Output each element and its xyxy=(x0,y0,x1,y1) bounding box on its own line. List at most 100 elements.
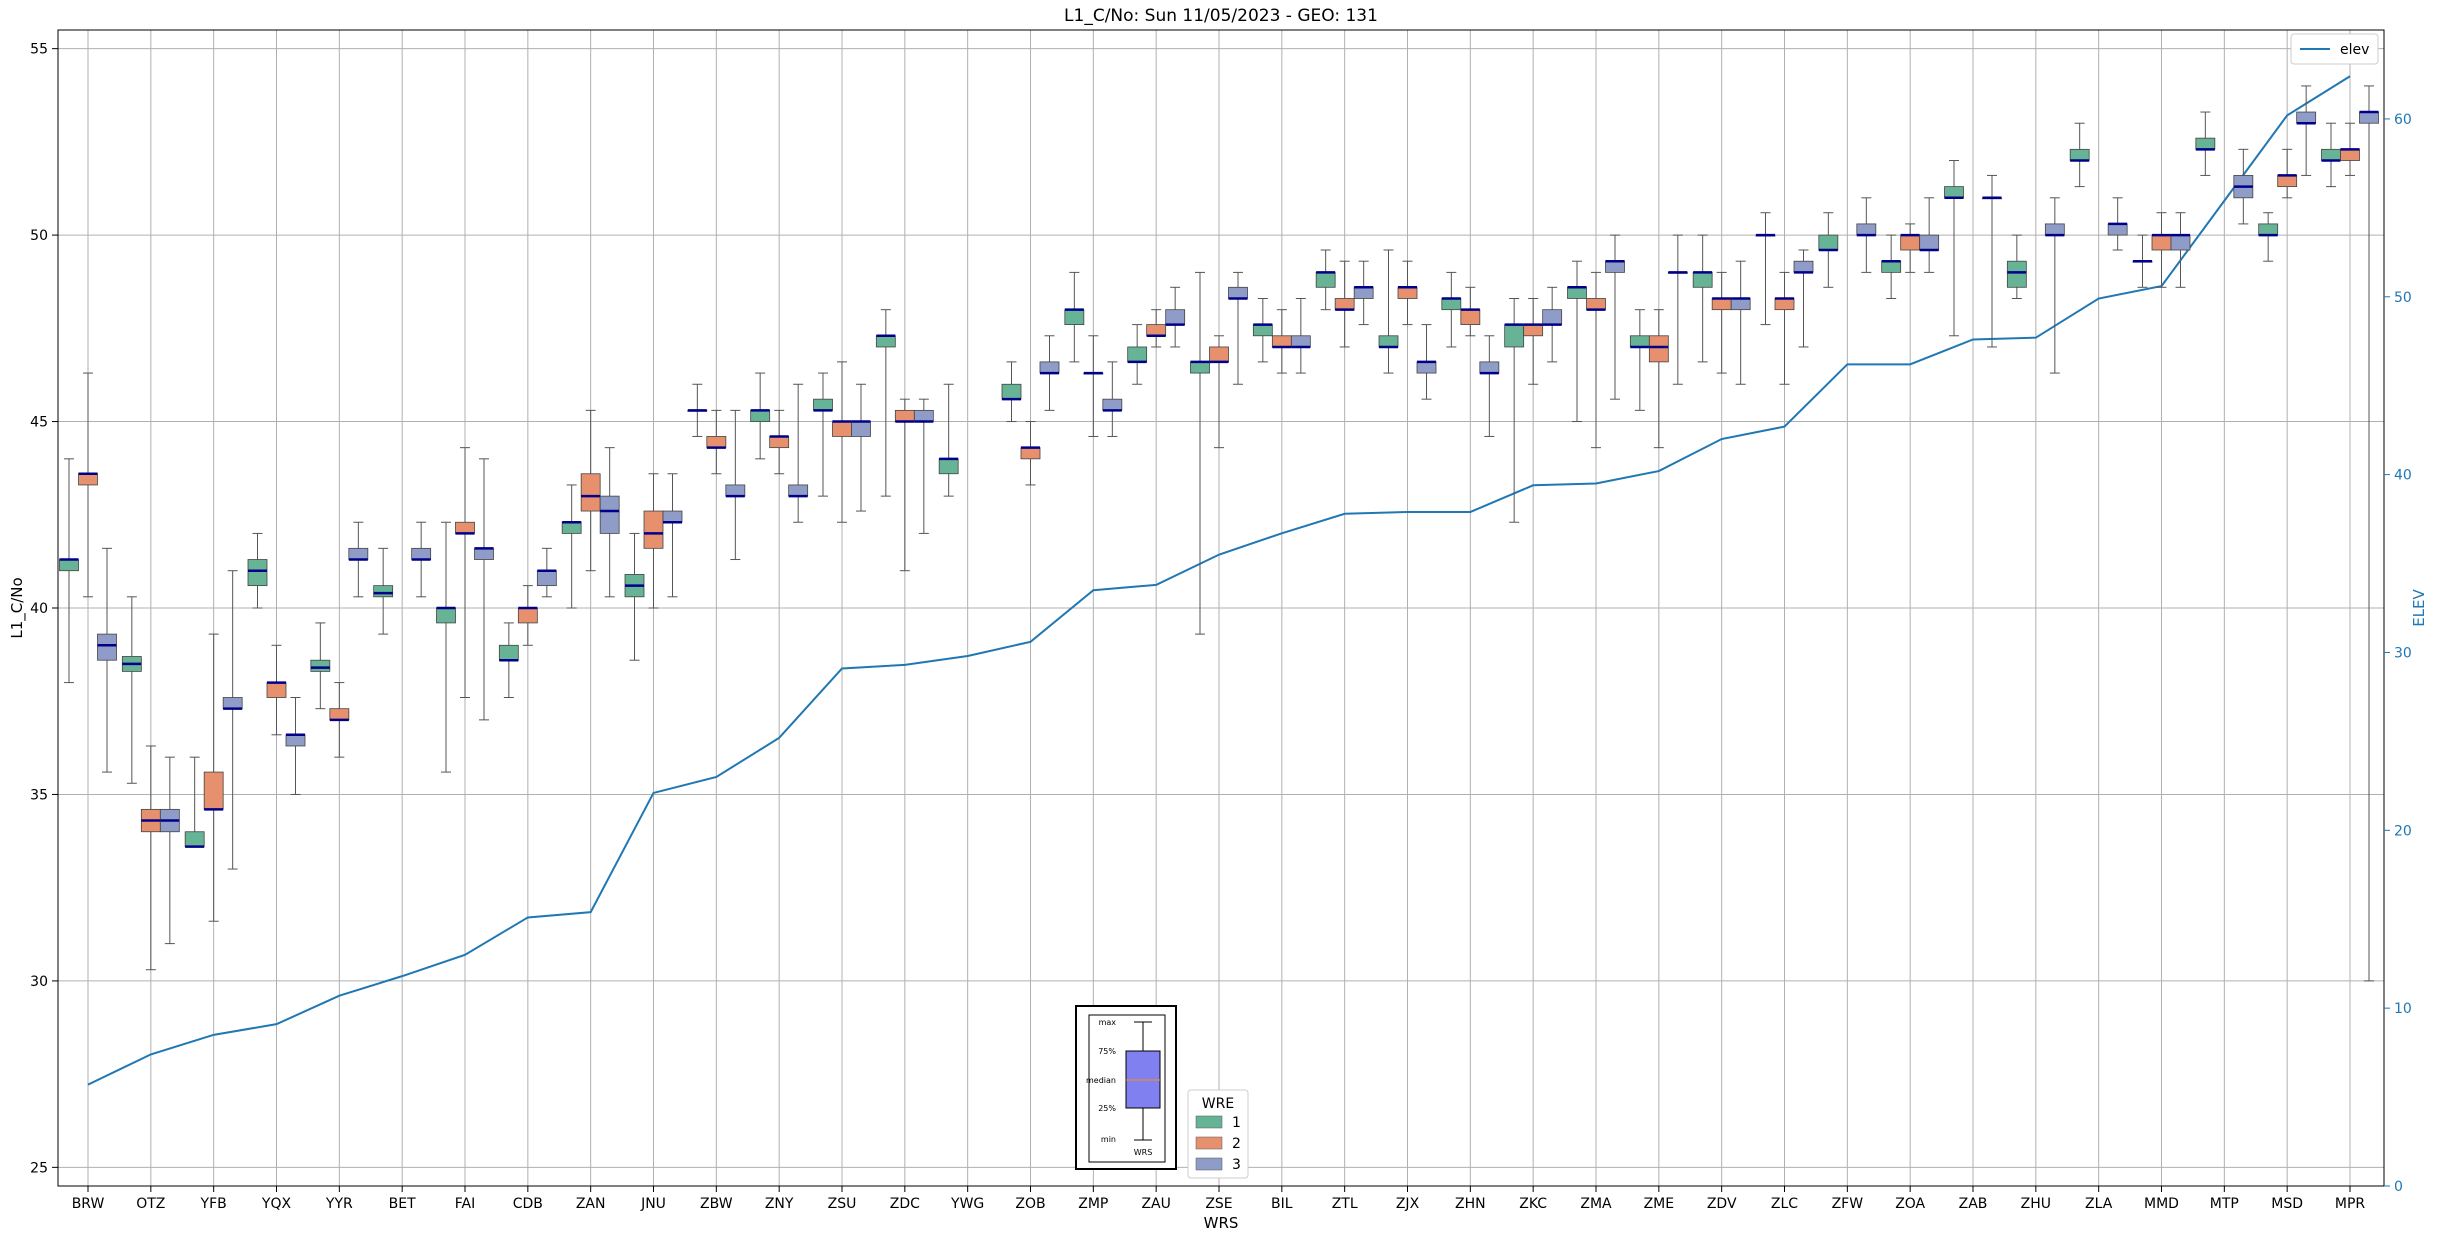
wre-legend: WRE 1 2 3 xyxy=(1187,1089,1249,1179)
x-tick-label: YFB xyxy=(200,1196,227,1212)
box-jnu-wre2 xyxy=(643,473,664,609)
y-right-tick-label: 50 xyxy=(2394,290,2412,306)
box-iqr xyxy=(599,495,620,534)
box-iqr xyxy=(1542,309,1563,325)
box-iqr xyxy=(769,436,790,449)
box-iqr xyxy=(1315,271,1336,288)
box-iqr xyxy=(1711,298,1732,311)
box-iqr xyxy=(2321,148,2341,161)
inset-label-median: median xyxy=(1086,1076,1116,1085)
elev-legend-label: elev xyxy=(2340,42,2369,58)
box-iqr xyxy=(1586,298,1606,311)
x-tick-label: ZOA xyxy=(1895,1196,1925,1212)
box-iqr xyxy=(1692,271,1713,288)
box-bet-wre1 xyxy=(373,547,394,635)
box-zme-wre3 xyxy=(1667,234,1688,385)
box-iqr xyxy=(750,409,771,422)
box-zau-wre2 xyxy=(1146,309,1167,348)
box-zlc-wre1 xyxy=(1755,212,1776,326)
box-iqr xyxy=(1001,383,1022,400)
x-tick-label: ZME xyxy=(1644,1196,1675,1212)
box-yfb-wre1 xyxy=(184,756,205,848)
x-tick-label: ZDC xyxy=(890,1196,920,1212)
box-iqr xyxy=(938,458,959,475)
box-iqr xyxy=(913,409,934,422)
box-zny-wre1 xyxy=(750,372,771,460)
y-axis-right-label: ELEV xyxy=(2410,588,2428,626)
box-zmp-wre3 xyxy=(1102,361,1123,437)
box-iqr xyxy=(813,398,833,411)
box-yfb-wre3 xyxy=(222,570,243,870)
box-iqr xyxy=(2044,223,2065,236)
box-ztl-wre1 xyxy=(1315,249,1336,311)
box-iqr xyxy=(1416,361,1437,374)
box-zoa-wre2 xyxy=(1900,223,1921,273)
box-mpr-wre2 xyxy=(2340,122,2360,176)
box-iqr xyxy=(1881,260,1902,273)
box-iqr xyxy=(1919,234,1940,251)
box-zma-wre2 xyxy=(1586,271,1606,449)
box-iqr xyxy=(2006,260,2027,288)
box-iqr xyxy=(1020,447,1041,460)
x-tick-label: ZMA xyxy=(1580,1196,1612,1212)
x-tick-label: YYR xyxy=(325,1196,353,1212)
box-iqr xyxy=(1209,346,1229,363)
x-axis-label: WRS xyxy=(1204,1214,1239,1232)
box-iqr xyxy=(222,697,243,710)
x-tick-label: CDB xyxy=(513,1196,543,1212)
x-tick-label: ZAU xyxy=(1141,1196,1170,1212)
box-iqr xyxy=(832,421,852,437)
wre-legend-swatch-2 xyxy=(1195,1136,1223,1150)
box-iqr xyxy=(1900,234,1921,251)
box-zlc-wre3 xyxy=(1793,249,1814,348)
box-iqr xyxy=(561,521,582,534)
box-yqx-wre2 xyxy=(266,644,287,736)
box-zoa-wre3 xyxy=(1919,197,1940,273)
x-tick-label: MTP xyxy=(2210,1196,2239,1212)
box-brw-wre3 xyxy=(97,547,117,773)
box-iqr xyxy=(2359,111,2379,124)
box-iqr xyxy=(97,633,117,661)
box-zoa-wre1 xyxy=(1881,234,1902,299)
box-zhn-wre1 xyxy=(1441,271,1462,348)
box-zob-wre1 xyxy=(1001,361,1022,423)
box-zdv-wre1 xyxy=(1692,234,1713,363)
grid-layer xyxy=(58,30,2384,1186)
box-zla-wre1 xyxy=(2069,122,2090,188)
box-iqr xyxy=(2069,148,2090,161)
box-zbw-wre1 xyxy=(687,383,708,437)
box-iqr xyxy=(1165,309,1186,325)
x-tick-label: ZOB xyxy=(1015,1196,1045,1212)
box-iqr xyxy=(2107,223,2128,236)
box-zjx-wre2 xyxy=(1397,260,1418,326)
y-tick-label: 30 xyxy=(30,974,48,990)
wre-legend-label-3: 3 xyxy=(1232,1157,1241,1173)
wre-legend-label-1: 1 xyxy=(1232,1115,1241,1131)
x-tick-label: MSD xyxy=(2271,1196,2303,1212)
box-iqr xyxy=(2296,111,2317,124)
box-zdv-wre2 xyxy=(1711,271,1732,374)
box-iqr xyxy=(1190,361,1210,374)
box-zdc-wre3 xyxy=(913,398,934,534)
x-tick-label: ZDV xyxy=(1707,1196,1737,1212)
box-iqr xyxy=(1353,286,1374,299)
box-iqr xyxy=(1441,298,1462,311)
wre-legend-title: WRE xyxy=(1202,1096,1234,1112)
box-bil-wre1 xyxy=(1252,297,1273,363)
box-iqr xyxy=(1648,335,1669,363)
box-iqr xyxy=(662,510,683,523)
box-zkc-wre1 xyxy=(1504,297,1525,523)
x-tick-label: ZKC xyxy=(1519,1196,1547,1212)
box-iqr xyxy=(1460,309,1481,325)
y-right-tick-label: 0 xyxy=(2394,1179,2403,1195)
box-iqr xyxy=(2151,234,2172,251)
box-iqr xyxy=(1479,361,1500,374)
y-tick-label: 50 xyxy=(30,228,48,244)
box-mtp-wre1 xyxy=(2195,111,2216,176)
elev-legend-frame xyxy=(2290,33,2379,65)
box-iqr xyxy=(875,335,896,348)
box-zse-wre1 xyxy=(1190,271,1210,635)
box-iqr xyxy=(1730,298,1751,311)
box-iqr xyxy=(580,473,601,512)
box-iqr xyxy=(348,547,369,560)
